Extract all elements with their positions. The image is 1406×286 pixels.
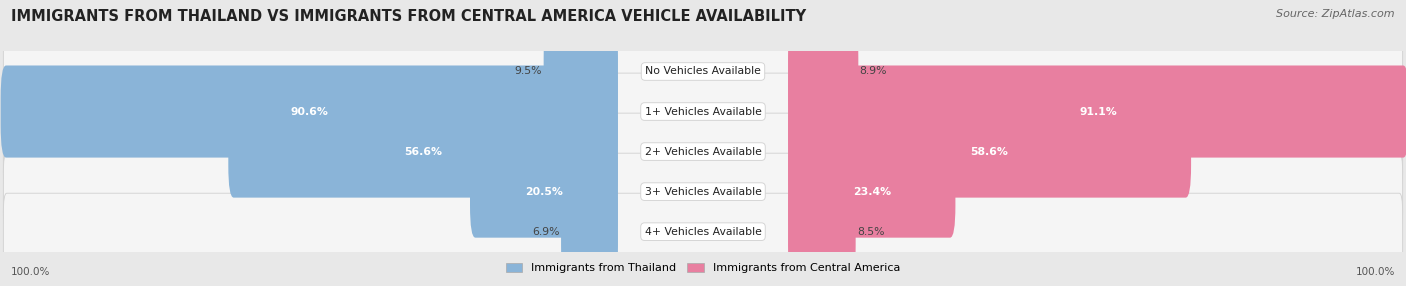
Text: 91.1%: 91.1% bbox=[1080, 107, 1118, 116]
FancyBboxPatch shape bbox=[787, 186, 856, 278]
FancyBboxPatch shape bbox=[470, 146, 619, 238]
Text: 100.0%: 100.0% bbox=[11, 267, 51, 277]
Text: 9.5%: 9.5% bbox=[515, 67, 543, 76]
FancyBboxPatch shape bbox=[787, 65, 1406, 158]
Text: 1+ Vehicles Available: 1+ Vehicles Available bbox=[644, 107, 762, 116]
Text: IMMIGRANTS FROM THAILAND VS IMMIGRANTS FROM CENTRAL AMERICA VEHICLE AVAILABILITY: IMMIGRANTS FROM THAILAND VS IMMIGRANTS F… bbox=[11, 9, 807, 23]
Text: 56.6%: 56.6% bbox=[404, 147, 441, 156]
Text: 58.6%: 58.6% bbox=[970, 147, 1008, 156]
FancyBboxPatch shape bbox=[0, 65, 619, 158]
Text: 8.9%: 8.9% bbox=[859, 67, 887, 76]
FancyBboxPatch shape bbox=[3, 113, 1403, 190]
FancyBboxPatch shape bbox=[787, 25, 858, 118]
FancyBboxPatch shape bbox=[787, 146, 956, 238]
FancyBboxPatch shape bbox=[544, 25, 619, 118]
Text: 90.6%: 90.6% bbox=[291, 107, 328, 116]
Text: No Vehicles Available: No Vehicles Available bbox=[645, 67, 761, 76]
Text: 23.4%: 23.4% bbox=[852, 187, 891, 196]
Text: 4+ Vehicles Available: 4+ Vehicles Available bbox=[644, 227, 762, 237]
Text: 20.5%: 20.5% bbox=[524, 187, 562, 196]
FancyBboxPatch shape bbox=[228, 106, 619, 198]
FancyBboxPatch shape bbox=[3, 193, 1403, 270]
Text: Source: ZipAtlas.com: Source: ZipAtlas.com bbox=[1277, 9, 1395, 19]
FancyBboxPatch shape bbox=[3, 153, 1403, 230]
FancyBboxPatch shape bbox=[3, 33, 1403, 110]
FancyBboxPatch shape bbox=[787, 106, 1191, 198]
Text: 2+ Vehicles Available: 2+ Vehicles Available bbox=[644, 147, 762, 156]
Text: 6.9%: 6.9% bbox=[533, 227, 560, 237]
Text: 3+ Vehicles Available: 3+ Vehicles Available bbox=[644, 187, 762, 196]
Text: 8.5%: 8.5% bbox=[858, 227, 884, 237]
FancyBboxPatch shape bbox=[561, 186, 619, 278]
Legend: Immigrants from Thailand, Immigrants from Central America: Immigrants from Thailand, Immigrants fro… bbox=[501, 258, 905, 278]
Text: 100.0%: 100.0% bbox=[1355, 267, 1395, 277]
FancyBboxPatch shape bbox=[3, 73, 1403, 150]
